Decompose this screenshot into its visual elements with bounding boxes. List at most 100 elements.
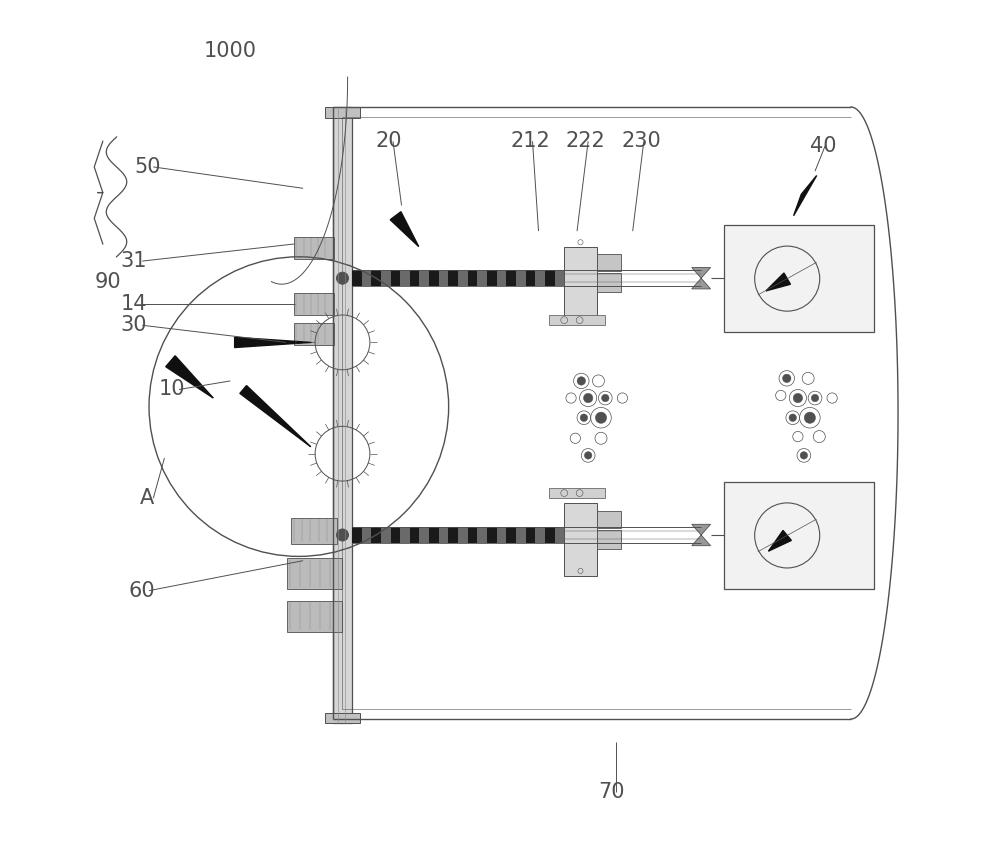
Polygon shape (410, 270, 419, 286)
Text: 230: 230 (621, 131, 661, 152)
Bar (564, 247, 597, 319)
Bar (291, 518, 337, 544)
Polygon shape (352, 527, 362, 543)
Polygon shape (516, 270, 526, 286)
Polygon shape (429, 270, 439, 286)
Polygon shape (692, 267, 711, 289)
Polygon shape (477, 270, 487, 286)
Circle shape (337, 529, 348, 541)
Bar (325, 107, 360, 118)
Polygon shape (545, 270, 555, 286)
Polygon shape (768, 531, 791, 551)
Polygon shape (390, 211, 419, 247)
Polygon shape (400, 270, 410, 286)
Polygon shape (362, 527, 371, 543)
Polygon shape (555, 270, 564, 286)
Polygon shape (497, 270, 506, 286)
Polygon shape (477, 527, 487, 543)
Circle shape (783, 374, 791, 383)
Polygon shape (468, 527, 477, 543)
Polygon shape (381, 270, 391, 286)
Text: A: A (140, 488, 154, 508)
Bar (597, 254, 621, 271)
Circle shape (789, 414, 797, 421)
Polygon shape (458, 527, 468, 543)
Circle shape (800, 452, 808, 459)
Text: 40: 40 (810, 135, 837, 156)
Polygon shape (468, 270, 477, 286)
Polygon shape (692, 524, 711, 546)
Polygon shape (391, 270, 400, 286)
Polygon shape (448, 270, 458, 286)
Polygon shape (235, 337, 311, 348)
Text: 14: 14 (120, 294, 147, 314)
Circle shape (583, 394, 593, 403)
Polygon shape (506, 527, 516, 543)
Polygon shape (391, 527, 400, 543)
Polygon shape (506, 270, 516, 286)
Text: 212: 212 (510, 131, 550, 152)
Text: 30: 30 (120, 315, 147, 336)
Polygon shape (371, 270, 381, 286)
Polygon shape (439, 527, 448, 543)
Bar (597, 273, 621, 292)
Polygon shape (535, 270, 545, 286)
Polygon shape (545, 527, 555, 543)
Polygon shape (555, 527, 564, 543)
Bar (294, 237, 334, 259)
Bar (333, 107, 352, 723)
Polygon shape (240, 385, 311, 447)
Polygon shape (766, 273, 790, 291)
Bar (597, 511, 621, 528)
Polygon shape (410, 527, 419, 543)
Circle shape (793, 394, 803, 403)
Circle shape (811, 395, 819, 401)
Bar (287, 558, 342, 589)
Bar (724, 225, 874, 332)
Polygon shape (526, 270, 535, 286)
Bar (325, 713, 360, 723)
Circle shape (580, 414, 588, 421)
Circle shape (804, 412, 816, 424)
Text: 222: 222 (566, 131, 605, 152)
Polygon shape (458, 270, 468, 286)
Polygon shape (429, 527, 439, 543)
Polygon shape (371, 527, 381, 543)
Text: 60: 60 (129, 580, 156, 601)
Text: 31: 31 (120, 251, 147, 271)
Polygon shape (166, 356, 213, 398)
Circle shape (337, 272, 348, 284)
Text: 20: 20 (375, 131, 402, 152)
Polygon shape (419, 527, 429, 543)
Polygon shape (794, 175, 817, 216)
Text: 90: 90 (95, 272, 121, 293)
Text: 10: 10 (159, 379, 185, 400)
Bar (597, 530, 621, 549)
Circle shape (577, 377, 586, 385)
Text: 50: 50 (134, 157, 161, 177)
Polygon shape (487, 527, 497, 543)
Polygon shape (439, 270, 448, 286)
Polygon shape (448, 527, 458, 543)
Circle shape (595, 412, 607, 424)
Polygon shape (419, 270, 429, 286)
Polygon shape (516, 527, 526, 543)
Polygon shape (497, 527, 506, 543)
Bar (294, 323, 334, 345)
Bar (294, 293, 334, 315)
Bar (549, 488, 605, 498)
Bar (549, 315, 605, 325)
Polygon shape (381, 527, 391, 543)
Bar (724, 482, 874, 589)
Polygon shape (487, 270, 497, 286)
Polygon shape (535, 527, 545, 543)
Bar (564, 503, 597, 576)
Polygon shape (526, 527, 535, 543)
Polygon shape (400, 527, 410, 543)
Text: 1000: 1000 (204, 41, 257, 62)
Text: 70: 70 (598, 782, 625, 802)
Polygon shape (352, 270, 362, 286)
Circle shape (584, 452, 592, 459)
Polygon shape (362, 270, 371, 286)
Circle shape (602, 395, 609, 401)
